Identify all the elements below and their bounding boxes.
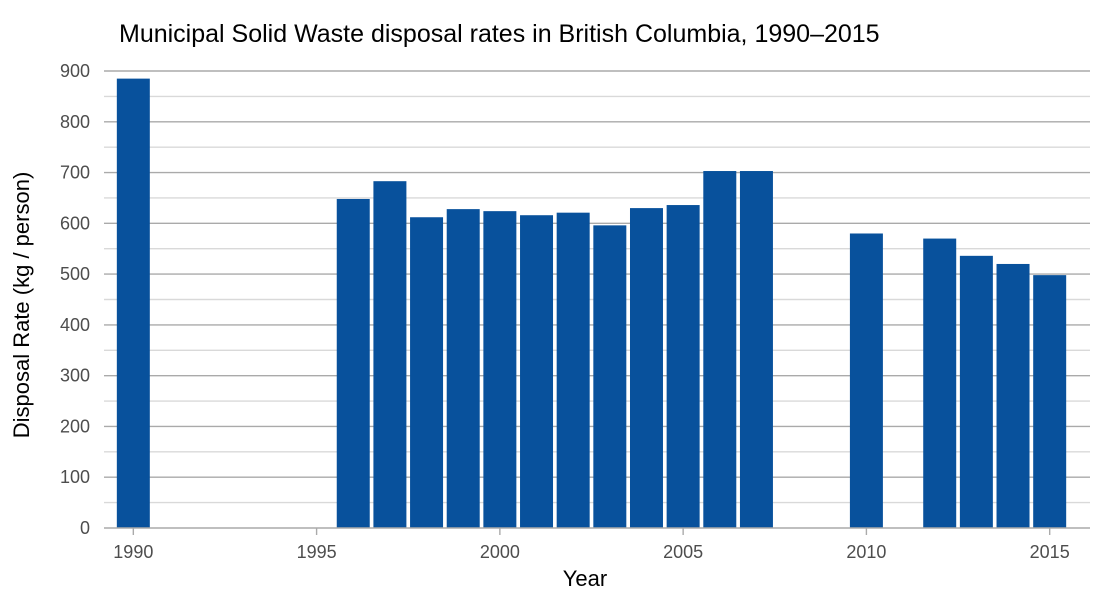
bar-1998 <box>410 217 444 529</box>
y-tick-label: 0 <box>80 518 90 538</box>
bar-2005 <box>666 205 700 529</box>
bars <box>116 78 1067 529</box>
x-tick-label: 1990 <box>113 542 153 562</box>
bar-2010 <box>849 233 883 529</box>
bar-2004 <box>629 208 663 528</box>
chart-title: Municipal Solid Waste disposal rates in … <box>119 20 880 48</box>
bar-2006 <box>703 171 737 528</box>
y-axis-title: Disposal Rate (kg / person) <box>9 172 34 439</box>
y-tick-label: 300 <box>60 366 90 386</box>
x-axis: 1990 1995 2000 2005 2010 2015 <box>104 527 1090 562</box>
y-tick-label: 400 <box>60 315 90 335</box>
x-tick-label: 2015 <box>1030 542 1070 562</box>
bar-2002 <box>556 212 590 529</box>
bar-2000 <box>483 211 517 528</box>
x-axis-title: Year <box>563 566 607 591</box>
bar-1990 <box>116 78 150 529</box>
bar-2015 <box>1033 275 1067 528</box>
bar-2007 <box>739 171 773 528</box>
x-tick-label: 2005 <box>663 542 703 562</box>
bar-1996 <box>336 198 370 528</box>
y-tick-label: 700 <box>60 163 90 183</box>
x-tick-label: 2010 <box>846 542 886 562</box>
bar-2001 <box>520 215 554 528</box>
bar-2014 <box>996 263 1030 528</box>
bar-2012 <box>923 238 957 528</box>
bar-1997 <box>373 181 407 528</box>
y-tick-label: 500 <box>60 264 90 284</box>
y-tick-label: 600 <box>60 213 90 233</box>
y-tick-label: 800 <box>60 112 90 132</box>
x-tick-label: 1995 <box>297 542 337 562</box>
y-tick-label: 100 <box>60 467 90 487</box>
y-tick-label: 900 <box>60 61 90 81</box>
y-axis: 0 100 200 300 400 500 600 700 800 900 <box>60 61 90 538</box>
bar-2013 <box>959 255 993 528</box>
bar-1999 <box>446 209 480 528</box>
x-tick-label: 2000 <box>480 542 520 562</box>
bar-2003 <box>593 225 627 529</box>
y-tick-label: 200 <box>60 416 90 436</box>
